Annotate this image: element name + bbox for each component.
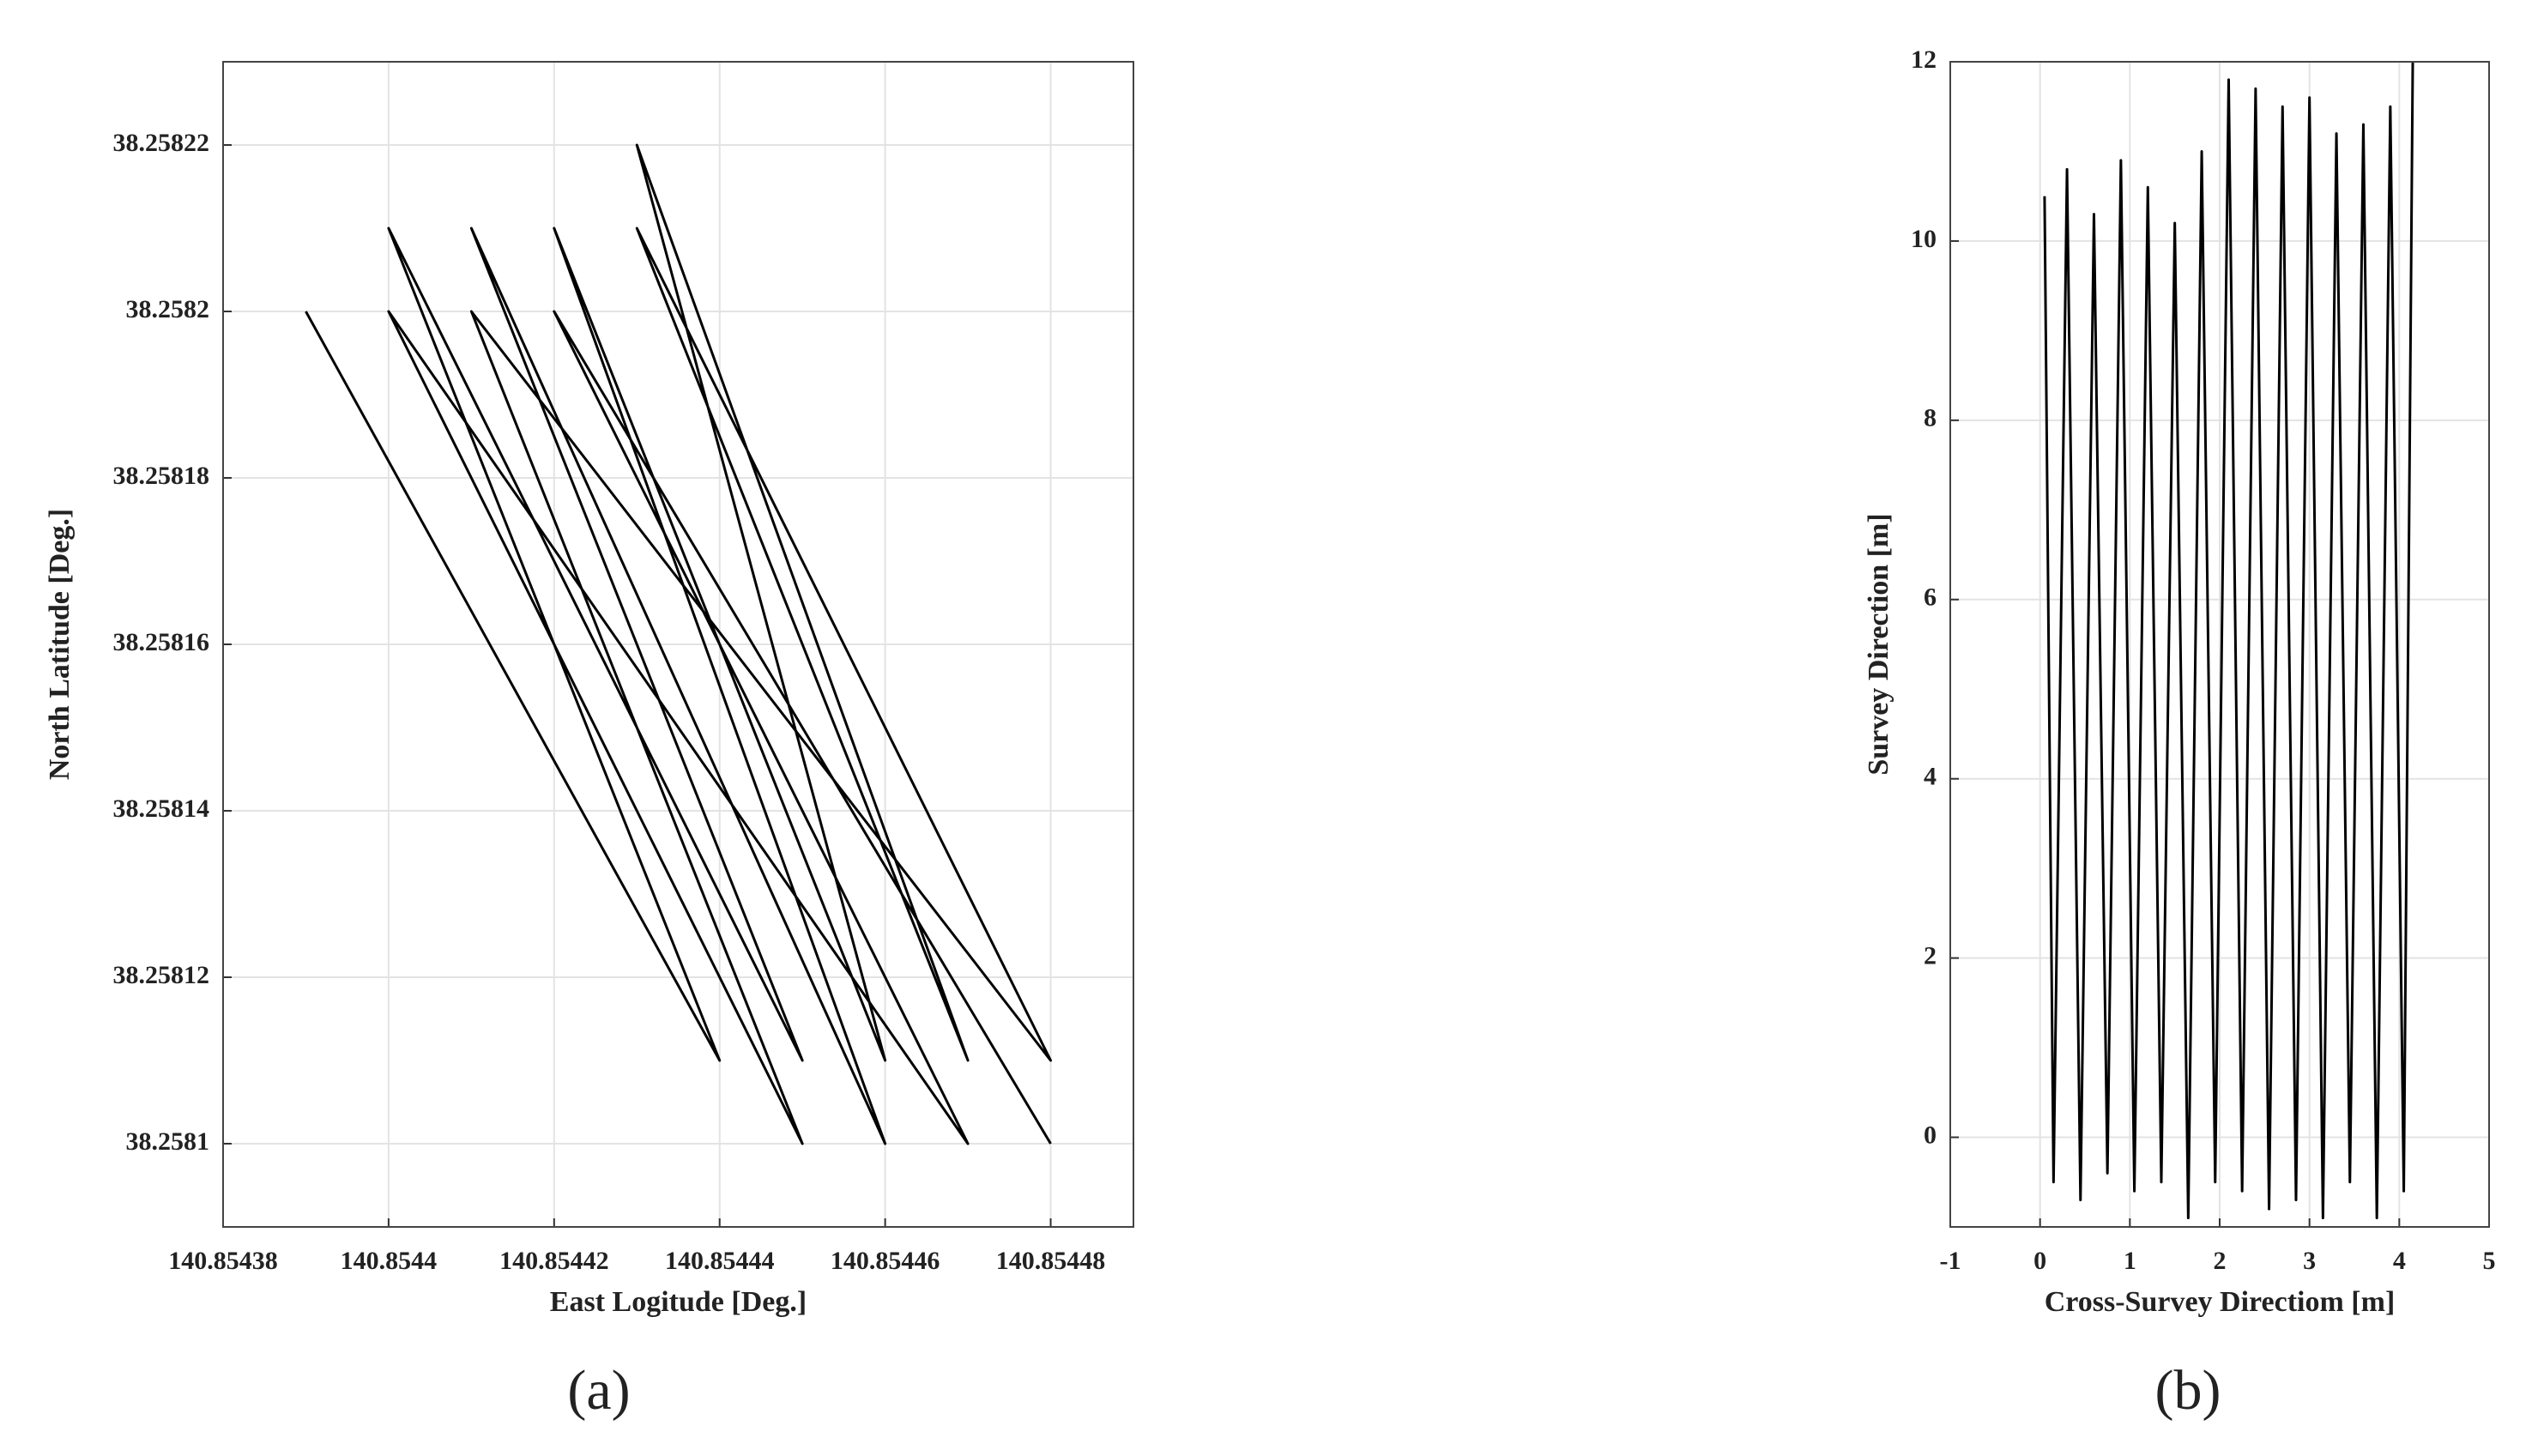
x-tick-label: 140.85446 [831,1247,940,1275]
x-tick-label: -1 [1940,1247,1961,1275]
y-tick-label: 38.25816 [113,628,210,656]
y-tick-label: 38.25814 [113,794,210,823]
panel-label: (b) [2155,1359,2221,1422]
y-tick-label: 2 [1924,942,1937,970]
x-tick-label: 140.85444 [665,1247,775,1275]
y-tick-label: 8 [1924,404,1937,432]
x-tick-label: 0 [2033,1247,2046,1275]
y-tick-label: 38.25818 [113,462,210,490]
y-axis-label: North Latitude [Deg.] [44,509,76,780]
y-tick-label: 10 [1911,225,1937,253]
x-axis-label: East Logitude [Deg.] [550,1286,807,1318]
x-axis-label: Cross-Survey Directiom [m] [2045,1286,2396,1318]
y-tick-label: 12 [1911,45,1937,74]
panel-label: (a) [567,1359,630,1422]
x-tick-label: 1 [2124,1247,2136,1275]
x-tick-label: 140.85448 [996,1247,1106,1275]
y-axis-label: Survey Direction [m] [1863,513,1894,775]
y-tick-label: 38.2581 [126,1127,210,1156]
x-tick-label: 3 [2303,1247,2316,1275]
x-tick-label: 140.85438 [168,1247,278,1275]
y-tick-label: 4 [1924,763,1937,791]
x-tick-label: 5 [2483,1247,2496,1275]
x-tick-label: 140.8544 [341,1247,438,1275]
plot-frame [1949,61,2490,1228]
y-tick-label: 38.25822 [113,129,210,157]
trajectory-line [305,143,1053,1145]
trajectory-line [2043,61,2414,1220]
y-tick-label: 38.2582 [126,295,210,323]
x-tick-label: 140.85442 [499,1247,609,1275]
y-tick-label: 6 [1924,583,1937,612]
x-tick-label: 2 [2214,1247,2227,1275]
x-tick-label: 4 [2393,1247,2406,1275]
plot-frame [222,61,1134,1228]
y-tick-label: 0 [1924,1121,1937,1149]
y-tick-label: 38.25812 [113,961,210,989]
